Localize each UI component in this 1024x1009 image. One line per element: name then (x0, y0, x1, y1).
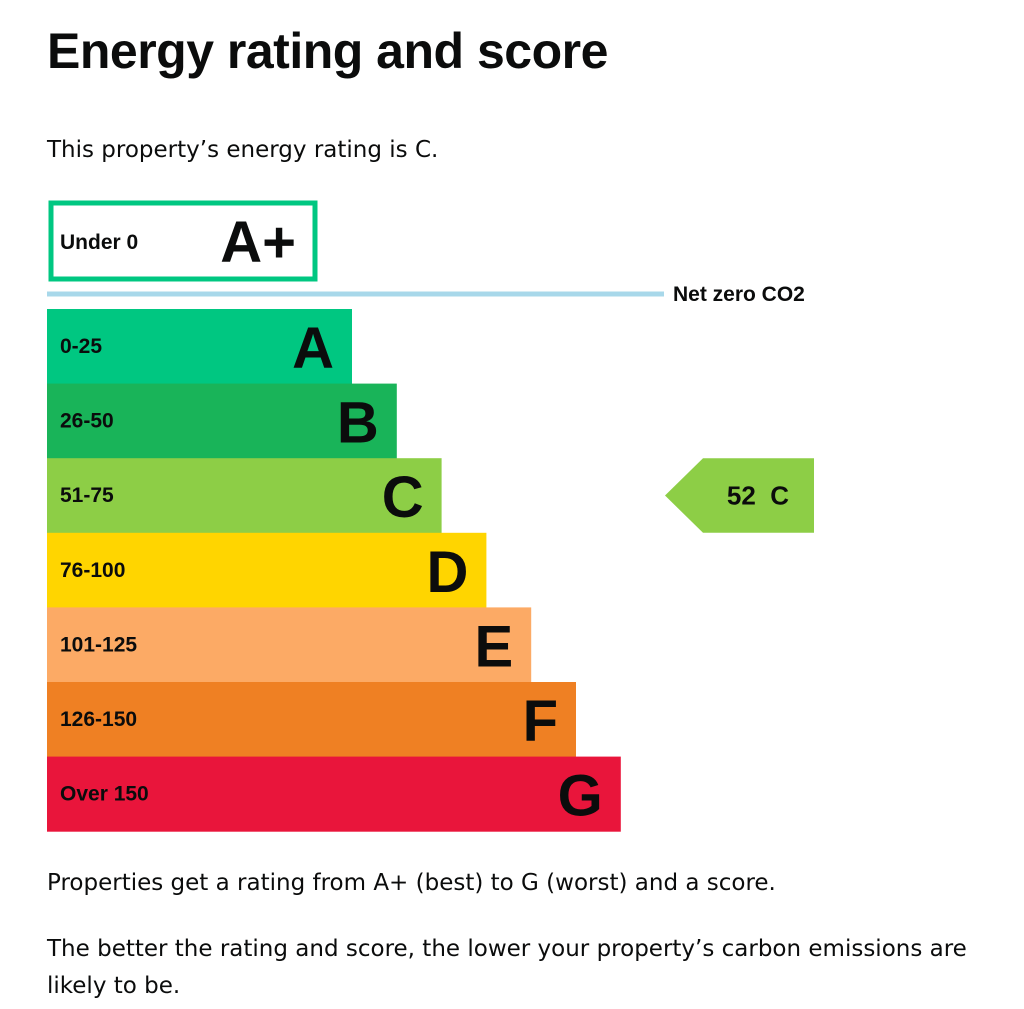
band-c-range: 51-75 (60, 484, 114, 507)
band-a-plus-range: Under 0 (60, 231, 138, 254)
band-e-range: 101-125 (60, 633, 137, 656)
band-e-letter: E (475, 614, 514, 679)
band-f (47, 682, 576, 758)
band-d-range: 76-100 (60, 559, 125, 582)
current-rating-label: 52 C (727, 481, 789, 511)
band-b-letter: B (337, 391, 379, 456)
band-b (47, 383, 397, 459)
band-a-letter: A (292, 316, 334, 381)
page-title: Energy rating and score (47, 23, 608, 79)
band-c-letter: C (382, 465, 424, 530)
band-a-plus (48, 200, 318, 282)
band-a-range: 0-25 (60, 335, 102, 358)
net-zero-label: Net zero CO2 (673, 283, 805, 306)
band-a (47, 309, 352, 385)
band-g-range: Over 150 (60, 783, 149, 806)
carbon-emissions-note: The better the rating and score, the low… (47, 936, 967, 999)
rating-summary: This property’s energy rating is C. (47, 137, 439, 163)
band-d (47, 532, 487, 608)
rating-explanation: Properties get a rating from A+ (best) t… (47, 870, 776, 896)
band-f-letter: F (523, 689, 558, 754)
band-c (47, 458, 442, 534)
band-b-range: 26-50 (60, 410, 114, 433)
band-a-plus-letter: A+ (220, 210, 296, 275)
band-e (47, 607, 532, 683)
band-g (47, 756, 621, 832)
band-d-letter: D (427, 540, 469, 605)
current-rating-marker (665, 458, 814, 533)
band-g-letter: G (558, 764, 603, 829)
band-f-range: 126-150 (60, 708, 137, 731)
